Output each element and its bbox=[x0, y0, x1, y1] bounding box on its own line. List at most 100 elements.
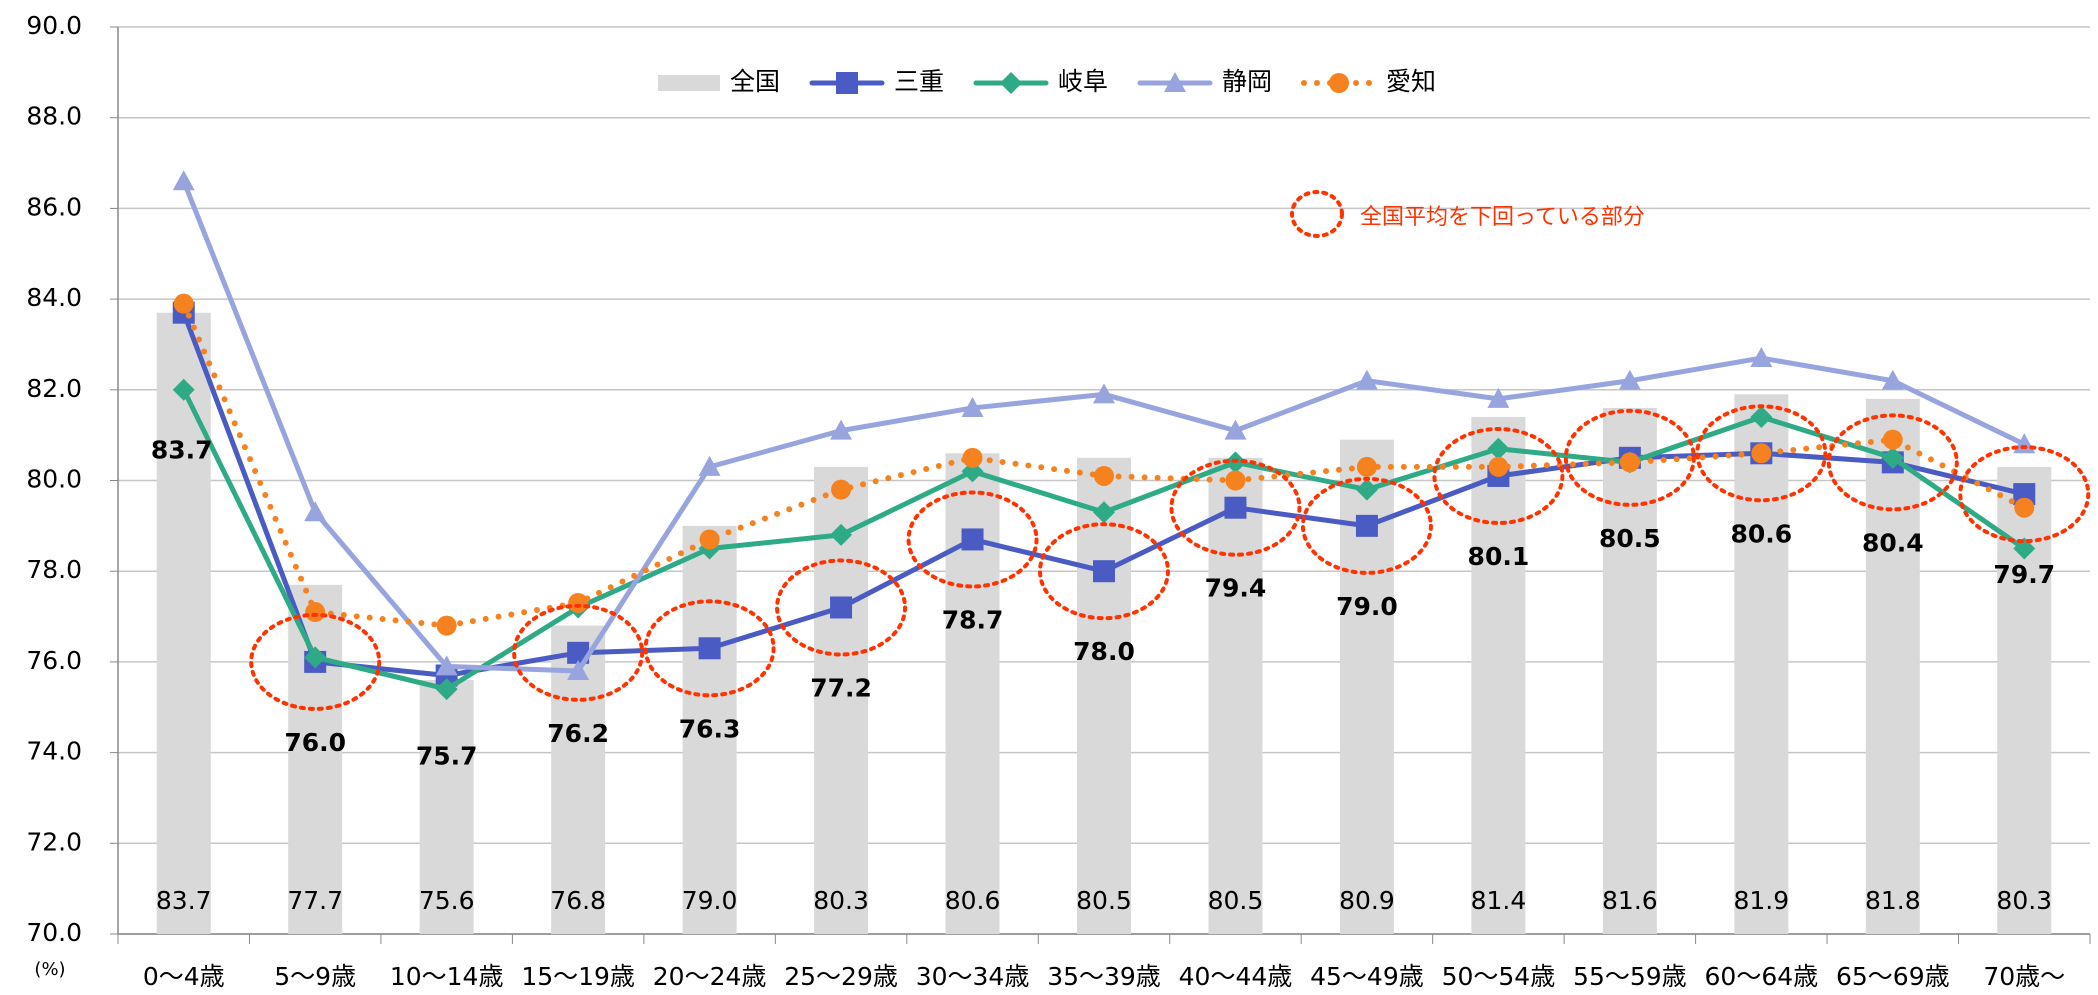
data-label: 83.7 bbox=[151, 436, 213, 465]
data-label: 78.0 bbox=[1073, 637, 1135, 666]
marker bbox=[961, 528, 984, 551]
marker bbox=[830, 419, 853, 440]
series-3 bbox=[172, 170, 2036, 680]
bar-value-label: 75.6 bbox=[419, 886, 475, 915]
legend-item: 全国 bbox=[658, 67, 780, 96]
legend-item: 三重 bbox=[809, 67, 944, 96]
marker bbox=[1881, 369, 1904, 390]
legend-label: 三重 bbox=[894, 67, 944, 96]
bar bbox=[945, 453, 1000, 934]
marker bbox=[1882, 429, 1903, 450]
below-average-highlight bbox=[1563, 408, 1696, 507]
y-tick-label: 70.0 bbox=[26, 918, 82, 947]
below-average-highlight bbox=[1038, 522, 1170, 621]
below-average-highlight bbox=[249, 612, 382, 711]
marker bbox=[436, 615, 457, 636]
data-label: 80.4 bbox=[1862, 528, 1924, 557]
data-label: 75.7 bbox=[416, 742, 478, 771]
y-unit: (%) bbox=[34, 959, 65, 980]
bar-value-label: 81.8 bbox=[1865, 886, 1921, 915]
x-tick-label: 65〜69歳 bbox=[1836, 962, 1950, 991]
x-tick-label: 40〜44歳 bbox=[1179, 962, 1293, 991]
marker bbox=[568, 592, 589, 613]
x-tick-label: 55〜59歳 bbox=[1573, 962, 1687, 991]
bar bbox=[1602, 407, 1657, 934]
data-label: 76.2 bbox=[547, 719, 609, 748]
data-label: 80.6 bbox=[1730, 519, 1792, 548]
x-tick-label: 15〜19歳 bbox=[521, 962, 635, 991]
legend-marker bbox=[1000, 72, 1022, 94]
data-label: 80.1 bbox=[1468, 542, 1530, 571]
y-tick-label: 90.0 bbox=[26, 11, 82, 40]
marker bbox=[567, 659, 590, 680]
marker bbox=[1355, 369, 1378, 390]
bar-value-label: 83.7 bbox=[156, 886, 212, 915]
below-average-highlight bbox=[1300, 476, 1433, 575]
below-average-highlight bbox=[1695, 404, 1828, 503]
bar bbox=[288, 584, 343, 934]
below-average-highlight bbox=[906, 490, 1039, 589]
y-tick-label: 86.0 bbox=[26, 192, 82, 221]
legend-marker bbox=[1329, 73, 1349, 93]
bar bbox=[1208, 457, 1263, 934]
bar-value-label: 76.8 bbox=[550, 886, 606, 915]
legend-marker bbox=[836, 72, 858, 94]
legend-item: 愛知 bbox=[1301, 67, 1436, 96]
y-tick-label: 78.0 bbox=[26, 555, 82, 584]
bar-value-label: 79.0 bbox=[682, 886, 738, 915]
data-label: 79.7 bbox=[1993, 560, 2055, 589]
below-average-highlight bbox=[1432, 426, 1565, 525]
bar bbox=[1471, 417, 1526, 934]
marker bbox=[1618, 369, 1641, 390]
marker bbox=[1093, 501, 1115, 524]
bar-value-label: 80.3 bbox=[813, 886, 869, 915]
below-average-highlight bbox=[775, 558, 908, 657]
bar-value-label: 81.4 bbox=[1471, 886, 1527, 915]
x-tick-label: 25〜29歳 bbox=[784, 962, 898, 991]
data-label: 79.0 bbox=[1336, 592, 1398, 621]
marker bbox=[172, 170, 195, 191]
y-tick-label: 84.0 bbox=[26, 283, 82, 312]
marker bbox=[1225, 470, 1246, 491]
legend-label: 愛知 bbox=[1386, 67, 1436, 96]
bar bbox=[1339, 439, 1394, 934]
bar-value-label: 80.6 bbox=[945, 886, 1001, 915]
marker bbox=[1224, 496, 1247, 519]
x-tick-label: 70歳〜 bbox=[1983, 962, 2065, 991]
y-tick-label: 88.0 bbox=[26, 102, 82, 131]
data-label: 78.7 bbox=[942, 605, 1004, 634]
bar-value-label: 81.9 bbox=[1733, 886, 1789, 915]
marker bbox=[698, 455, 721, 476]
marker bbox=[1487, 437, 1510, 460]
legend-label: 全国 bbox=[730, 67, 780, 96]
marker bbox=[435, 655, 458, 676]
data-label: 79.4 bbox=[1205, 574, 1267, 603]
x-tick-label: 0〜4歳 bbox=[143, 962, 225, 991]
marker bbox=[304, 501, 327, 522]
legend-marker bbox=[1164, 72, 1186, 92]
x-tick-label: 5〜9歳 bbox=[274, 962, 356, 991]
bar-value-label: 77.7 bbox=[287, 886, 343, 915]
marker bbox=[1487, 387, 1510, 408]
marker bbox=[1355, 478, 1378, 501]
marker bbox=[831, 479, 852, 500]
bar bbox=[682, 525, 737, 934]
y-tick-label: 82.0 bbox=[26, 374, 82, 403]
series-4 bbox=[173, 293, 2035, 636]
marker bbox=[1750, 347, 1773, 368]
marker bbox=[1094, 465, 1114, 486]
bar-value-label: 80.5 bbox=[1076, 886, 1132, 915]
data-label: 77.2 bbox=[810, 673, 872, 702]
x-tick-label: 35〜39歳 bbox=[1047, 962, 1161, 991]
marker bbox=[962, 447, 983, 468]
legend-item: 静岡 bbox=[1137, 67, 1272, 96]
below-average-highlight bbox=[1958, 445, 2091, 544]
data-label: 76.3 bbox=[679, 714, 741, 743]
below-average-highlight bbox=[512, 603, 645, 702]
annotation: 全国平均を下回っている部分 bbox=[1360, 205, 1645, 230]
below-average-highlight bbox=[643, 599, 776, 698]
marker bbox=[1093, 383, 1115, 404]
bar-value-label: 80.3 bbox=[1996, 886, 2052, 915]
